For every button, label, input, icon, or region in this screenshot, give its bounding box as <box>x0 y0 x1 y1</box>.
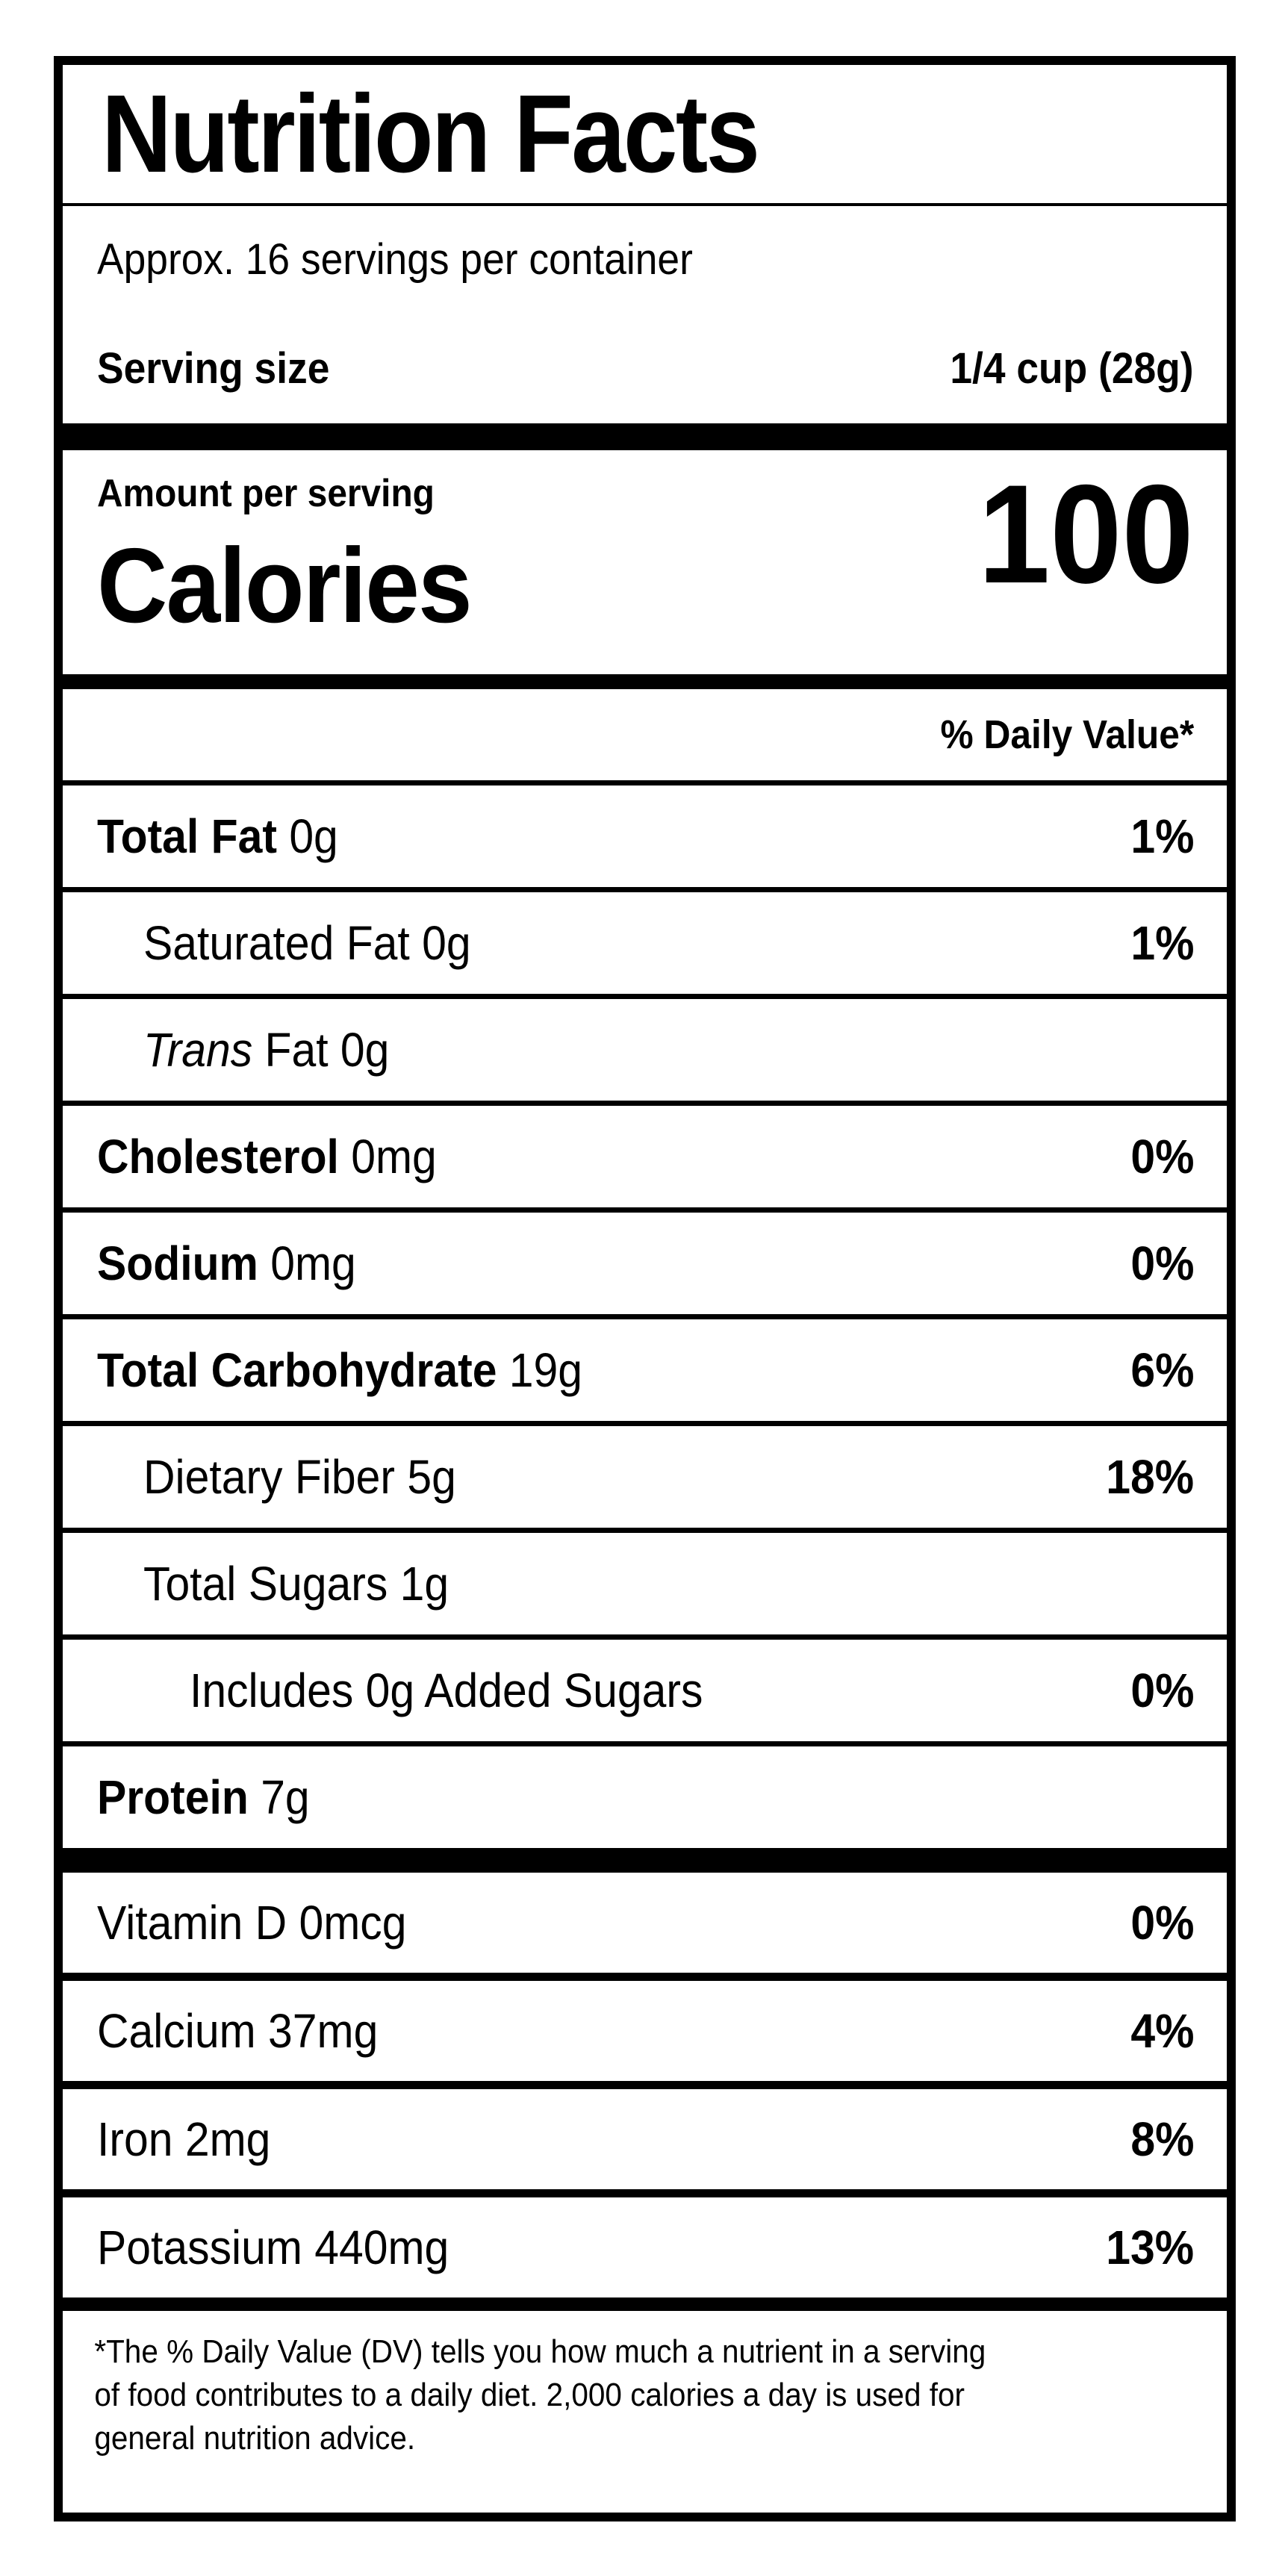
vitamin-name: Potassium 440mg <box>97 2221 449 2274</box>
daily-value-header: % Daily Value* <box>940 712 1194 757</box>
nutrient-row-sodium: Sodium 0mg 0% <box>63 1213 1227 1314</box>
page-title: Nutrition Facts <box>102 72 760 196</box>
vitamin-row-calcium: Calcium 37mg 4% <box>63 1981 1227 2081</box>
nutrient-name: Total Sugars 1g <box>143 1557 449 1611</box>
serving-size-label: Serving size <box>97 343 330 393</box>
nutrient-daily-value: 1% <box>1130 916 1194 970</box>
footnote: *The % Daily Value (DV) tells you how mu… <box>63 2311 1133 2513</box>
nutrient-row-added-sugars: Includes 0g Added Sugars 0% <box>63 1640 1227 1741</box>
nutrient-row-cholesterol: Cholesterol 0mg 0% <box>63 1106 1227 1207</box>
nutrient-row-dietary-fiber: Dietary Fiber 5g 18% <box>63 1426 1227 1528</box>
calories-divider-bar <box>63 674 1227 689</box>
servings-per-container-text: Approx. 16 servings per container <box>97 235 693 284</box>
nutrient-row-trans-fat: Trans Fat 0g <box>63 999 1227 1101</box>
amount-per-serving-label: Amount per serving <box>97 472 435 515</box>
nutrition-facts-label: Nutrition Facts Approx. 16 servings per … <box>54 56 1236 2521</box>
section-bar-vitamins <box>63 1848 1227 1873</box>
vitamin-daily-value: 0% <box>1130 1896 1194 1950</box>
footnote-line: of food contributes to a daily diet. 2,0… <box>94 2377 965 2413</box>
title-section: Nutrition Facts <box>63 65 1227 203</box>
nutrient-row-total-sugars: Total Sugars 1g <box>63 1533 1227 1634</box>
vitamin-divider <box>63 2189 1227 2197</box>
vitamin-divider <box>63 1973 1227 1981</box>
row-divider <box>63 1634 1227 1640</box>
nutrient-row-protein: Protein 7g <box>63 1746 1227 1848</box>
vitamin-row-iron: Iron 2mg 8% <box>63 2089 1227 2189</box>
serving-size-value: 1/4 cup (28g) <box>950 343 1194 393</box>
vitamin-row-vitamin-d: Vitamin D 0mcg 0% <box>63 1873 1227 1973</box>
section-bar-top <box>63 423 1227 450</box>
nutrient-row-total-carbohydrate: Total Carbohydrate 19g 6% <box>63 1319 1227 1421</box>
vitamin-row-potassium: Potassium 440mg 13% <box>63 2197 1227 2297</box>
calories-value: 100 <box>978 455 1194 612</box>
nutrient-name: Trans Fat 0g <box>143 1023 390 1077</box>
serving-size-row: Serving size 1/4 cup (28g) <box>63 313 1227 423</box>
nutrient-name: Dietary Fiber 5g <box>143 1450 456 1504</box>
row-divider <box>63 1421 1227 1426</box>
vitamin-daily-value: 4% <box>1130 2004 1194 2058</box>
row-divider <box>63 780 1227 785</box>
nutrient-row-total-fat: Total Fat 0g 1% <box>63 785 1227 887</box>
row-divider <box>63 1528 1227 1533</box>
row-divider <box>63 887 1227 892</box>
nutrient-name: Includes 0g Added Sugars <box>190 1664 703 1717</box>
daily-value-header-row: % Daily Value* <box>63 689 1227 780</box>
row-divider <box>63 994 1227 999</box>
row-divider <box>63 1741 1227 1746</box>
footnote-divider-bar <box>63 2297 1227 2311</box>
vitamin-name: Calcium 37mg <box>97 2004 379 2058</box>
row-divider <box>63 1101 1227 1106</box>
nutrient-name: Protein 7g <box>97 1770 310 1824</box>
footnote-line: general nutrition advice. <box>94 2420 416 2457</box>
nutrient-daily-value: 0% <box>1130 1236 1194 1290</box>
row-divider <box>63 1314 1227 1319</box>
nutrient-name: Sodium 0mg <box>97 1236 356 1290</box>
nutrient-daily-value: 18% <box>1106 1450 1194 1504</box>
nutrient-name: Total Fat 0g <box>97 809 338 863</box>
vitamin-divider <box>63 2081 1227 2089</box>
vitamin-name: Vitamin D 0mcg <box>97 1896 407 1950</box>
footnote-line: *The % Daily Value (DV) tells you how mu… <box>94 2333 986 2370</box>
calories-section: Amount per serving Calories 100 <box>63 450 1227 674</box>
vitamin-daily-value: 8% <box>1130 2112 1194 2166</box>
row-divider <box>63 1207 1227 1213</box>
nutrient-name: Cholesterol 0mg <box>97 1130 437 1183</box>
nutrient-name: Saturated Fat 0g <box>143 916 471 970</box>
vitamin-daily-value: 13% <box>1106 2221 1194 2274</box>
vitamin-name: Iron 2mg <box>97 2112 271 2166</box>
servings-per-container-row: Approx. 16 servings per container <box>63 206 1227 313</box>
nutrient-daily-value: 1% <box>1130 809 1194 863</box>
nutrient-daily-value: 0% <box>1130 1130 1194 1183</box>
nutrient-daily-value: 0% <box>1130 1664 1194 1717</box>
calories-label: Calories <box>97 526 473 645</box>
nutrient-daily-value: 6% <box>1130 1343 1194 1397</box>
nutrient-row-saturated-fat: Saturated Fat 0g 1% <box>63 892 1227 994</box>
title-divider <box>63 203 1227 206</box>
nutrient-name: Total Carbohydrate 19g <box>97 1343 583 1397</box>
